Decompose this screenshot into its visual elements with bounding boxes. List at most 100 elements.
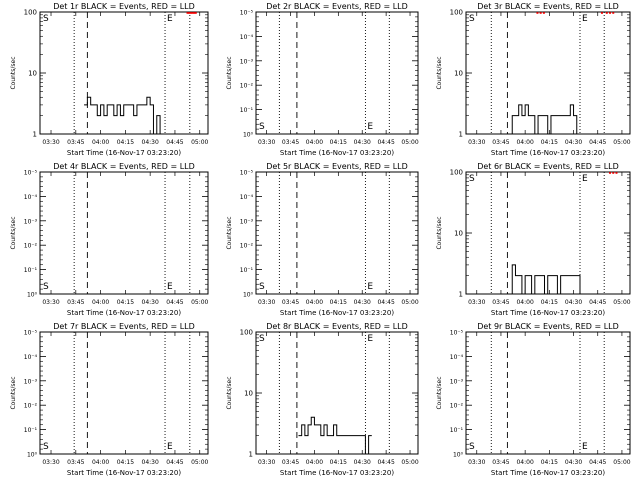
plot-frame [255, 11, 419, 135]
y-tick-label: 10 [28, 70, 37, 78]
end-marker: E [582, 14, 588, 24]
chart-panel-5: Det 5r BLACK = Events, RED = LLD Counts/s… [226, 162, 419, 317]
x-axis-label: Start Time (16-Nov-17 03:23:20) [491, 149, 605, 157]
y-tick-label: 10⁻¹ [24, 267, 38, 274]
y-tick-label: 10⁻⁴ [450, 354, 464, 361]
y-tick-label: 10⁻² [240, 83, 254, 90]
x-axis-label: Start Time (16-Nov-17 03:23:20) [491, 469, 605, 477]
x-tick-label: 04:00 [306, 299, 323, 306]
y-axis-label: Counts/sec [10, 216, 17, 249]
plot-frame [39, 171, 209, 295]
chart-title: Det 6r BLACK = Events, RED = LLD [477, 162, 619, 171]
x-axis-label: Start Time (16-Nov-17 03:23:20) [280, 469, 394, 477]
y-tick-label: 10⁻³ [240, 58, 254, 65]
x-tick-label: 05:00 [191, 459, 208, 466]
y-tick-label: 10⁻² [24, 403, 38, 410]
y-axis-label: Counts/sec [226, 216, 233, 249]
y-tick-label: 10⁻¹ [450, 427, 464, 434]
x-tick-label: 05:00 [401, 459, 418, 466]
x-tick-label: 03:45 [67, 139, 84, 146]
x-tick-label: 04:45 [166, 459, 183, 466]
y-tick-label: 10⁻³ [450, 378, 464, 385]
y-tick-label: 10⁻⁴ [240, 194, 254, 201]
end-marker: E [367, 282, 373, 292]
x-tick-label: 03:30 [258, 139, 275, 146]
x-axis-label: Start Time (16-Nov-17 03:23:20) [280, 149, 394, 157]
x-tick-label: 03:45 [492, 139, 509, 146]
x-tick-label: 04:30 [354, 459, 371, 466]
x-tick-label: 04:45 [377, 459, 394, 466]
start-marker: S [259, 334, 265, 344]
x-tick-label: 04:45 [166, 139, 183, 146]
chart-title: Det 9r BLACK = Events, RED = LLD [477, 322, 619, 331]
y-tick-label: 10⁻⁴ [24, 354, 38, 361]
end-marker: E [582, 174, 588, 184]
y-tick-label: 10⁻³ [24, 218, 38, 225]
y-tick-label: 10 [454, 230, 463, 238]
x-tick-label: 04:30 [354, 299, 371, 306]
x-tick-label: 04:45 [377, 299, 394, 306]
y-tick-label: 100 [240, 329, 253, 337]
plot-frame [39, 331, 209, 455]
start-marker: S [43, 14, 49, 24]
chart-title: Det 4r BLACK = Events, RED = LLD [53, 162, 195, 171]
y-axis-label: Counts/sec [10, 56, 17, 89]
x-tick-label: 04:15 [117, 139, 134, 146]
y-tick-label: 10⁻⁵ [240, 170, 254, 177]
x-tick-label: 04:30 [565, 459, 582, 466]
chart-panel-9: Det 9r BLACK = Events, RED = LLD Counts/s… [436, 322, 631, 477]
y-axis-label: Counts/sec [436, 376, 443, 409]
y-tick-label: 10⁰ [243, 292, 254, 299]
y-tick-label: 100 [450, 169, 463, 177]
x-tick-label: 03:45 [282, 459, 299, 466]
x-tick-label: 04:45 [589, 459, 606, 466]
x-tick-label: 04:15 [117, 299, 134, 306]
y-tick-label: 10⁻⁴ [240, 34, 254, 41]
x-tick-label: 03:30 [42, 459, 59, 466]
x-tick-label: 03:30 [42, 139, 59, 146]
x-tick-label: 04:00 [306, 139, 323, 146]
x-axis-label: Start Time (16-Nov-17 03:23:20) [67, 149, 181, 157]
x-tick-label: 04:00 [516, 299, 533, 306]
x-tick-label: 05:00 [401, 299, 418, 306]
y-tick-label: 10⁻⁵ [240, 10, 254, 17]
x-tick-label: 04:15 [117, 459, 134, 466]
y-axis-label: Counts/sec [10, 376, 17, 409]
series-line-events [298, 416, 372, 455]
x-tick-label: 04:30 [354, 139, 371, 146]
x-tick-label: 03:30 [42, 299, 59, 306]
x-tick-label: 03:45 [67, 299, 84, 306]
x-tick-label: 05:00 [613, 459, 630, 466]
x-tick-label: 04:45 [166, 299, 183, 306]
y-tick-label: 10⁰ [27, 452, 38, 459]
y-tick-label: 10⁰ [453, 452, 464, 459]
chart-panel-4: Det 4r BLACK = Events, RED = LLD Counts/s… [10, 162, 209, 317]
start-marker: S [259, 122, 265, 132]
x-tick-label: 04:15 [330, 139, 347, 146]
chart-title: Det 7r BLACK = Events, RED = LLD [53, 322, 195, 331]
x-tick-label: 04:00 [92, 299, 109, 306]
x-tick-label: 04:30 [565, 299, 582, 306]
chart-panel-7: Det 7r BLACK = Events, RED = LLD Counts/s… [10, 322, 209, 477]
x-tick-label: 04:00 [306, 459, 323, 466]
x-tick-label: 03:45 [282, 139, 299, 146]
x-tick-label: 04:30 [142, 459, 159, 466]
y-tick-label: 1 [33, 131, 37, 139]
y-tick-label: 10⁻² [450, 403, 464, 410]
x-tick-label: 05:00 [401, 139, 418, 146]
start-marker: S [43, 282, 49, 292]
x-tick-label: 04:15 [330, 299, 347, 306]
chart-panel-3: Det 3r BLACK = Events, RED = LLD Counts/s… [436, 2, 631, 157]
x-axis-label: Start Time (16-Nov-17 03:23:20) [491, 309, 605, 317]
y-tick-label: 10⁻³ [24, 378, 38, 385]
end-marker: E [167, 14, 173, 24]
y-tick-label: 10⁻⁵ [450, 330, 464, 337]
y-tick-label: 10⁻⁴ [24, 194, 38, 201]
chart-panel-6: Det 6r BLACK = Events, RED = LLD Counts/s… [436, 162, 631, 317]
chart-panel-2: Det 2r BLACK = Events, RED = LLD Counts/s… [226, 2, 419, 157]
plot-frame [255, 171, 419, 295]
start-marker: S [43, 442, 49, 452]
y-tick-label: 10⁻⁵ [24, 330, 38, 337]
x-tick-label: 03:30 [258, 459, 275, 466]
